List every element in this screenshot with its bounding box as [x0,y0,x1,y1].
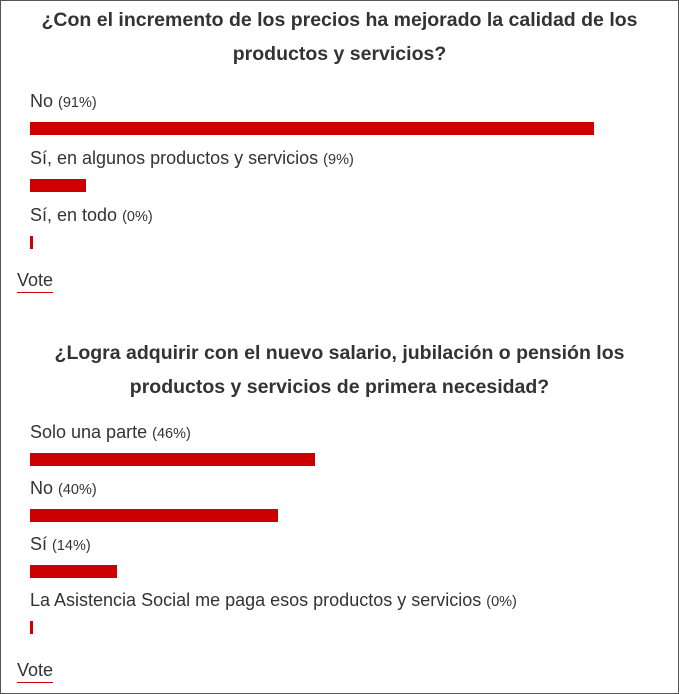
option-label-row[interactable]: No (40%) [30,477,678,501]
option-percent: (40%) [58,482,97,498]
option-label: No [30,478,54,498]
poll-options: No (91%) Sí, en algunos productos y serv… [1,90,678,261]
result-bar [30,509,278,522]
option-percent: (46%) [152,426,191,442]
poll-option-si-algunos[interactable]: Sí, en algunos productos y servicios (9%… [30,147,678,204]
option-label: Sí, en todo [30,205,118,225]
poll-option-si[interactable]: Sí (14%) [30,533,678,589]
result-bar [30,453,315,466]
result-bar-track [30,621,650,634]
option-label-row[interactable]: Sí (14%) [30,533,678,557]
option-label-row[interactable]: Sí, en algunos productos y servicios (9%… [30,147,678,171]
result-bar-track [30,122,650,135]
poll-option-si-todo[interactable]: Sí, en todo (0%) [30,204,678,261]
result-bar-track [30,179,650,192]
option-percent: (91%) [58,95,97,111]
vote-link[interactable]: Vote [17,269,54,293]
option-label: No [30,91,54,111]
option-label: Solo una parte [30,422,148,442]
option-label-row[interactable]: No (91%) [30,90,678,114]
option-percent: (0%) [486,594,517,610]
result-bar-track [30,565,650,578]
poll-option-no[interactable]: No (91%) [30,90,678,147]
option-percent: (0%) [122,209,153,225]
result-bar [30,122,594,135]
result-bar [30,565,117,578]
option-label: Sí, en algunos productos y servicios [30,148,319,168]
option-percent: (14%) [52,538,91,554]
option-label: Sí [30,534,48,554]
result-bar-track [30,453,650,466]
result-bar [30,236,33,249]
vote-link[interactable]: Vote [17,659,54,683]
result-bar [30,179,86,192]
poll-option-no[interactable]: No (40%) [30,477,678,533]
result-bar [30,621,33,634]
poll-2: ¿Logra adquirir con el nuevo salario, ju… [1,334,678,683]
poll-question: ¿Logra adquirir con el nuevo salario, ju… [54,342,625,398]
result-bar-track [30,236,650,249]
option-label-row[interactable]: Solo una parte (46%) [30,421,678,445]
poll-1: ¿Con el incremento de los precios ha mej… [1,1,678,293]
poll-options: Solo una parte (46%) No (40%) Sí (14%) L… [1,421,678,645]
option-label: La Asistencia Social me paga esos produc… [30,590,482,610]
result-bar-track [30,509,650,522]
option-label-row[interactable]: Sí, en todo (0%) [30,204,678,228]
poll-option-solo-una-parte[interactable]: Solo una parte (46%) [30,421,678,477]
option-percent: (9%) [323,152,354,168]
option-label-row[interactable]: La Asistencia Social me paga esos produc… [30,589,678,613]
poll-question: ¿Con el incremento de los precios ha mej… [41,9,638,65]
poll-option-asistencia-social[interactable]: La Asistencia Social me paga esos produc… [30,589,678,645]
